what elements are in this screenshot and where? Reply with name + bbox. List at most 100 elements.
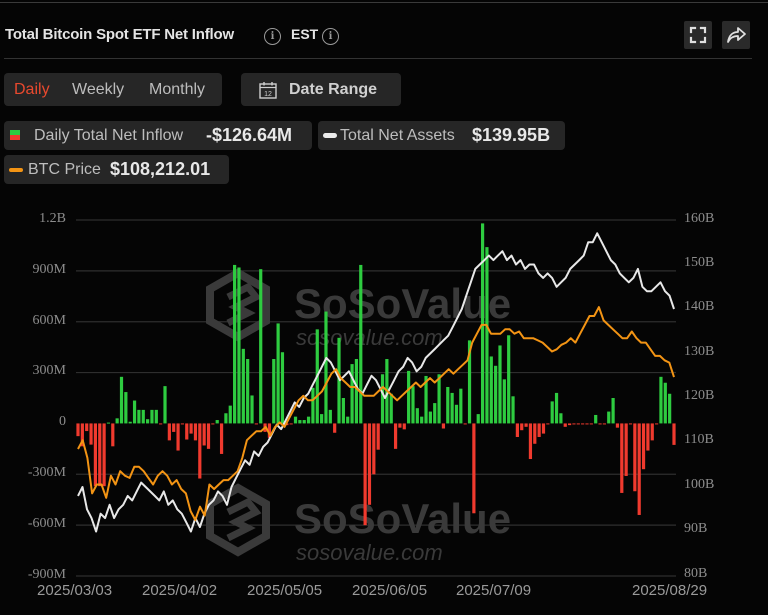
- legend-price[interactable]: BTC Price $108,212.01: [4, 155, 229, 184]
- inflow-bar: [489, 356, 493, 424]
- inflow-bar: [311, 387, 315, 424]
- inflow-bar: [141, 409, 145, 424]
- inflow-bar: [341, 398, 345, 424]
- inflow-bar: [376, 423, 380, 450]
- inflow-bar: [167, 423, 171, 441]
- inflow-bar: [250, 395, 254, 424]
- inflow-bar: [202, 423, 206, 446]
- left-tick: -900M: [27, 567, 66, 582]
- inflow-bar: [459, 388, 463, 424]
- timezone-label: EST: [291, 26, 319, 42]
- inflow-bar: [233, 264, 237, 424]
- inflow-bar: [554, 392, 559, 424]
- inflow-bar: [350, 364, 354, 424]
- tab-weekly[interactable]: Weekly: [72, 81, 125, 98]
- inflow-bar: [620, 423, 624, 493]
- inflow-bar: [198, 423, 202, 479]
- inflow-bar: [228, 405, 232, 424]
- inflow-bar: [124, 392, 128, 424]
- inflow-bar: [111, 423, 115, 447]
- inflow-bar: [463, 423, 467, 425]
- inflow-bar: [359, 264, 363, 424]
- inflow-bar: [420, 416, 424, 424]
- inflow-bar: [259, 269, 263, 424]
- expand-icon: [689, 26, 707, 44]
- x-tick: 2025/08/29: [632, 582, 708, 599]
- inflow-bar: [185, 423, 189, 440]
- inflow-bar: [320, 414, 324, 424]
- inflow-bar: [106, 422, 111, 424]
- inflow-bar: [389, 393, 393, 424]
- chart-header: Total Bitcoin Spot ETF Net Inflow i EST …: [0, 0, 768, 60]
- inflow-bar: [598, 423, 602, 425]
- inflow-bar: [433, 403, 437, 424]
- left-tick: 0: [59, 414, 66, 429]
- left-tick: -300M: [27, 465, 66, 480]
- inflow-bar: [602, 423, 606, 425]
- inflow-bar: [633, 423, 637, 492]
- inflow-bar: [494, 365, 498, 424]
- inflow-bar: [563, 423, 567, 427]
- left-tick: -600M: [27, 516, 66, 531]
- inflow-bar: [446, 386, 450, 424]
- fullscreen-button[interactable]: [684, 21, 712, 49]
- inflow-bar: [650, 423, 654, 441]
- inflow-bar: [637, 423, 641, 515]
- inflow-bar: [193, 423, 198, 441]
- chart-title: Total Bitcoin Spot ETF Net Inflow: [5, 26, 234, 43]
- timezone-info-icon[interactable]: i: [322, 28, 339, 45]
- inflow-bar: [115, 418, 119, 424]
- right-tick: 120B: [684, 388, 715, 403]
- inflow-bar: [180, 423, 185, 425]
- inflow-bar: [398, 423, 402, 428]
- tab-daily[interactable]: Daily: [14, 81, 50, 98]
- inflow-bar: [511, 396, 515, 424]
- inflow-bar: [372, 423, 376, 475]
- inflow-bar: [328, 409, 332, 424]
- inflow-bar: [80, 423, 84, 447]
- inflow-bar: [498, 345, 502, 424]
- inflow-bar: [159, 423, 163, 425]
- title-info-icon[interactable]: i: [264, 28, 281, 45]
- inflow-bar: [480, 223, 485, 424]
- inflow-bar: [441, 423, 446, 429]
- assets-label: Total Net Assets: [340, 127, 455, 144]
- inflow-bar: [607, 411, 611, 424]
- share-button[interactable]: [722, 21, 750, 49]
- btc-price-line: [77, 306, 675, 521]
- inflow-bar: [302, 420, 306, 424]
- inflow-bar: [137, 409, 141, 424]
- inflow-bar: [219, 423, 224, 454]
- inflow-bar: [541, 423, 546, 434]
- x-tick: 2025/06/05: [352, 582, 428, 599]
- watermark-brand: SoSoValue: [294, 280, 511, 327]
- inflow-bar: [415, 408, 419, 424]
- inflow-bar: [298, 420, 302, 424]
- inflow-bar: [454, 404, 459, 424]
- gridlines: [76, 219, 676, 577]
- right-tick: 130B: [684, 344, 715, 359]
- date-range-button[interactable]: 12 Date Range: [241, 73, 401, 106]
- inflow-bar: [581, 423, 585, 425]
- inflow-bar: [224, 413, 228, 424]
- inflow-bar: [567, 423, 572, 426]
- inflow-bar: [76, 423, 80, 437]
- inflow-bar: [237, 267, 241, 424]
- inflow-bar: [154, 409, 158, 424]
- inflow-bar: [450, 392, 454, 424]
- share-icon: [727, 27, 746, 43]
- right-tick: 150B: [684, 255, 715, 270]
- right-tick: 140B: [684, 299, 715, 314]
- legend-assets[interactable]: Total Net Assets $139.95B: [318, 121, 565, 150]
- inflow-bar: [267, 423, 272, 438]
- inflow-bar: [132, 400, 137, 424]
- inflow-bar: [524, 423, 528, 427]
- left-tick: 900M: [32, 262, 66, 277]
- legend-inflow[interactable]: Daily Total Net Inflow -$126.64M: [4, 121, 312, 150]
- inflow-bar: [502, 379, 506, 424]
- tab-monthly[interactable]: Monthly: [149, 81, 206, 98]
- inflow-bar: [589, 423, 593, 425]
- watermark-url: sosovalue.com: [296, 540, 443, 565]
- inflow-bar: [424, 375, 428, 424]
